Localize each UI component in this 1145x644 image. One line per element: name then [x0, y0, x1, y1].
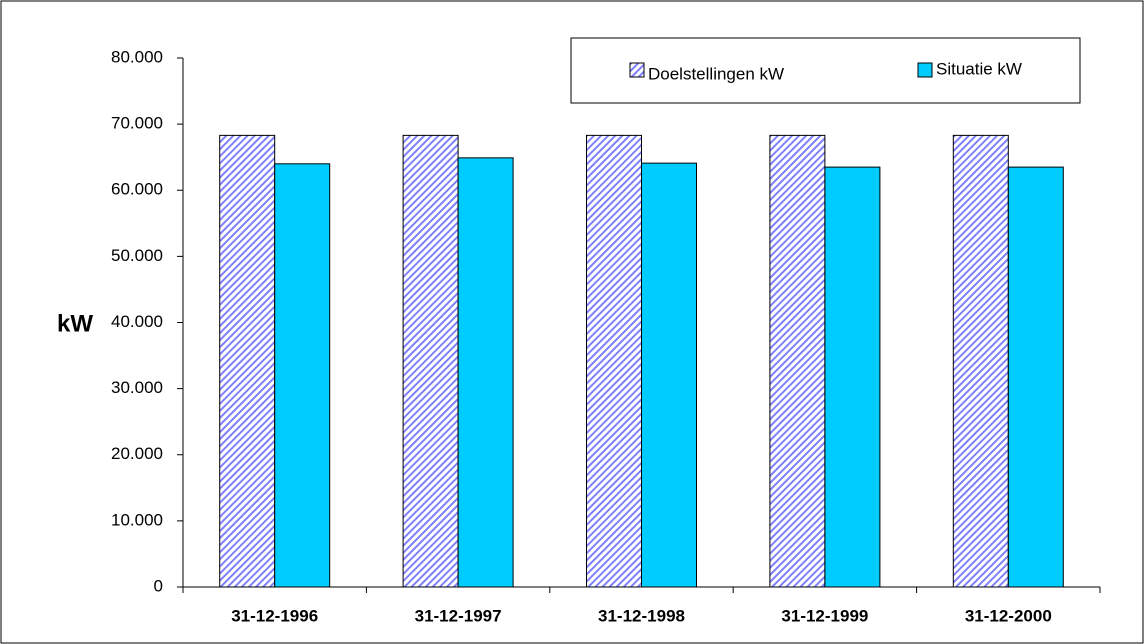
bar — [952, 134, 1009, 588]
y-tick-label: 40.000 — [111, 312, 163, 331]
x-tick-label: 31-12-1996 — [231, 606, 318, 625]
y-tick-label: 0 — [154, 576, 163, 595]
y-tick-label: 30.000 — [111, 378, 163, 397]
bar — [1007, 166, 1064, 588]
bar — [219, 134, 276, 588]
y-axis-label: kW — [57, 310, 93, 337]
legend-swatch — [629, 62, 645, 78]
y-tick-label: 20.000 — [111, 444, 163, 463]
y-tick-label: 70.000 — [111, 114, 163, 133]
y-tick-label: 80.000 — [111, 47, 163, 66]
legend-swatch — [917, 62, 933, 78]
bar — [824, 166, 881, 588]
y-tick-label: 50.000 — [111, 246, 163, 265]
bar — [274, 163, 331, 588]
y-tick-label: 10.000 — [111, 510, 163, 529]
y-tick-label: 60.000 — [111, 180, 163, 199]
bar — [402, 134, 459, 588]
legend-label: Situatie kW — [936, 59, 1022, 78]
bar — [586, 134, 642, 588]
x-tick-label: 31-12-1998 — [598, 606, 685, 625]
bar — [457, 157, 514, 588]
x-tick-label: 31-12-2000 — [965, 606, 1052, 625]
x-tick-label: 31-12-1999 — [781, 606, 868, 625]
bar — [769, 134, 826, 588]
legend-box — [570, 37, 1081, 104]
bar — [641, 162, 697, 588]
x-tick-label: 31-12-1997 — [415, 606, 502, 625]
legend-label: Doelstellingen kW — [648, 64, 784, 83]
